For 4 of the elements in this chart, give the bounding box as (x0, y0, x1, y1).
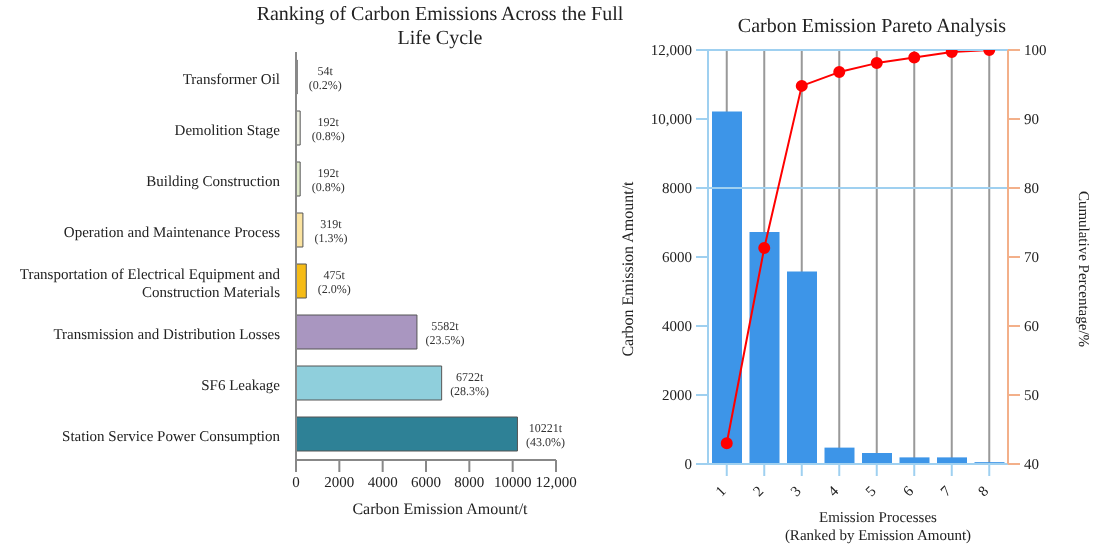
y-axis-title: Carbon Emission Amount/t (619, 179, 637, 361)
x-axis-title: Carbon Emission Amount/t (350, 500, 530, 518)
chart-title: Carbon Emission Pareto Analysis (735, 16, 1009, 38)
chart-title: Ranking of Carbon Emissions Across the Full Life Cycle (254, 4, 626, 52)
